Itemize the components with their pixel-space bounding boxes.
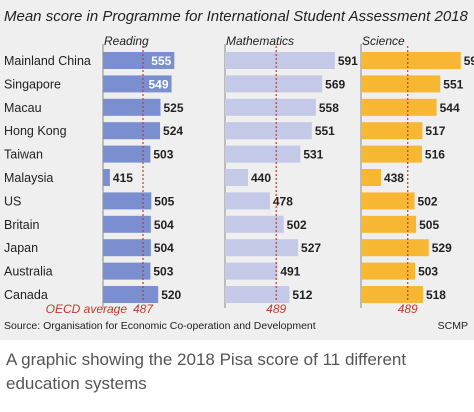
series-mathematics-bar-japan <box>225 239 299 257</box>
series-science-value-australia: 503 <box>418 265 438 279</box>
series-science-bar-malaysia <box>361 169 381 186</box>
series-reading-value-malaysia: 415 <box>113 171 133 185</box>
category-label-canada: Canada <box>4 288 48 302</box>
series-reading-bar-macau <box>103 98 161 116</box>
credit: SCMP <box>437 320 468 332</box>
series-science-bar-us <box>361 192 415 210</box>
series-science-bar-australia <box>361 262 416 280</box>
series-mathematics-value-japan: 527 <box>301 241 321 255</box>
series-science-value-malaysia: 438 <box>384 171 404 185</box>
category-label-singapore: Singapore <box>4 77 61 91</box>
series-mathematics-value-taiwan: 531 <box>303 148 323 162</box>
series-reading-value-britain: 504 <box>154 218 174 232</box>
series-reading-bar-canada <box>103 286 159 303</box>
series-reading-value-japan: 504 <box>154 241 174 255</box>
source-note: Source: Organisation for Economic Co-ope… <box>4 320 316 332</box>
series-science-bar-hong-kong <box>361 122 423 140</box>
series-reading-value-hong-kong: 524 <box>163 124 183 138</box>
series-mathematics-value-macau: 558 <box>319 101 339 115</box>
series-mathematics-value-singapore: 569 <box>325 77 345 91</box>
series-mathematics-bar-mainland-china <box>225 52 335 69</box>
category-label-mainland-china: Mainland China <box>4 54 91 68</box>
series-science-value-japan: 529 <box>432 241 452 255</box>
series-reading-value-macau: 525 <box>164 101 184 115</box>
series-mathematics-bar-australia <box>225 262 278 280</box>
series-mathematics-oecd-value: 489 <box>266 302 286 316</box>
series-mathematics-value-hong-kong: 551 <box>315 124 335 138</box>
series-reading-bar-japan <box>103 239 151 257</box>
series-reading-value-taiwan: 503 <box>153 148 173 162</box>
pisa-bar-chart: Mainland China Singapore Macau Hong Kong Tai… <box>4 44 474 316</box>
series-science-value-taiwan: 516 <box>425 148 445 162</box>
series-mathematics-value-us: 478 <box>273 194 293 208</box>
series-reading-bar-hong-kong <box>103 122 161 140</box>
series-mathematics-bar-hong-kong <box>225 122 312 140</box>
panel-label-reading: Reading <box>104 34 149 48</box>
series-science-bar-britain <box>361 215 417 233</box>
category-label-macau: Macau <box>4 101 42 115</box>
category-label-japan: Japan <box>4 241 38 255</box>
chart-title: Mean score in Programme for Internationa… <box>4 8 468 25</box>
series-science-bar-canada <box>361 286 423 303</box>
series-reading-value-singapore: 549 <box>149 77 169 91</box>
series-mathematics-value-canada: 512 <box>292 288 312 302</box>
panel-label-mathematics: Mathematics <box>226 34 295 48</box>
series-mathematics-bar-taiwan <box>225 145 301 163</box>
series-science-value-canada: 518 <box>426 288 446 302</box>
series-mathematics-bar-malaysia <box>225 169 248 186</box>
series-science-value-singapore: 551 <box>443 77 463 91</box>
series-reading-bar-malaysia <box>103 169 110 186</box>
series-science-value-macau: 544 <box>440 101 460 115</box>
category-label-australia: Australia <box>4 265 53 279</box>
series-science-value-us: 502 <box>418 194 438 208</box>
series-reading-bar-australia <box>103 262 151 280</box>
series-science-value-britain: 505 <box>419 218 439 232</box>
category-label-taiwan: Taiwan <box>4 148 43 162</box>
category-label-us: US <box>4 194 21 208</box>
series-science-value-hong-kong: 517 <box>425 124 445 138</box>
series-reading-bar-britain <box>103 215 151 233</box>
category-label-malaysia: Malaysia <box>4 171 53 185</box>
chart-card: Mean score in Programme for Internationa… <box>0 0 474 340</box>
series-science-bar-macau <box>361 98 437 116</box>
series-reading-value-mainland-china: 555 <box>151 54 171 68</box>
figure-caption: A graphic showing the 2018 Pisa score of… <box>6 350 407 393</box>
series-reading-bar-taiwan <box>103 145 151 163</box>
series-science-bar-japan <box>361 239 429 257</box>
series-reading-bar-mainland-china <box>103 52 175 69</box>
series-mathematics-bar-britain <box>225 215 284 233</box>
series-reading-value-australia: 503 <box>153 265 173 279</box>
series-science-oecd-value: 489 <box>398 302 418 316</box>
series-science-value-mainland-china: 590 <box>464 54 474 68</box>
category-label-hong-kong: Hong Kong <box>4 124 67 138</box>
series-mathematics-value-britain: 502 <box>287 218 307 232</box>
series-mathematics-bar-canada <box>225 286 290 303</box>
series-reading-oecd-value: 487 <box>133 302 154 316</box>
series-mathematics-bar-singapore <box>225 75 323 93</box>
series-science-bar-singapore <box>361 75 441 93</box>
series-mathematics-bar-macau <box>225 98 316 116</box>
category-label-britain: Britain <box>4 218 39 232</box>
series-reading-bar-us <box>103 192 152 210</box>
oecd-average-label: OECD average <box>46 302 128 316</box>
series-science-bar-mainland-china <box>361 52 461 69</box>
series-mathematics-value-malaysia: 440 <box>251 171 271 185</box>
series-mathematics-bar-us <box>225 192 270 210</box>
panel-label-science: Science <box>362 34 405 48</box>
series-reading-value-canada: 520 <box>161 288 181 302</box>
series-reading-bar-singapore <box>103 75 172 93</box>
series-mathematics-value-mainland-china: 591 <box>338 54 358 68</box>
series-mathematics-value-australia: 491 <box>280 265 300 279</box>
series-science-bar-taiwan <box>361 145 422 163</box>
series-reading-value-us: 505 <box>154 194 174 208</box>
